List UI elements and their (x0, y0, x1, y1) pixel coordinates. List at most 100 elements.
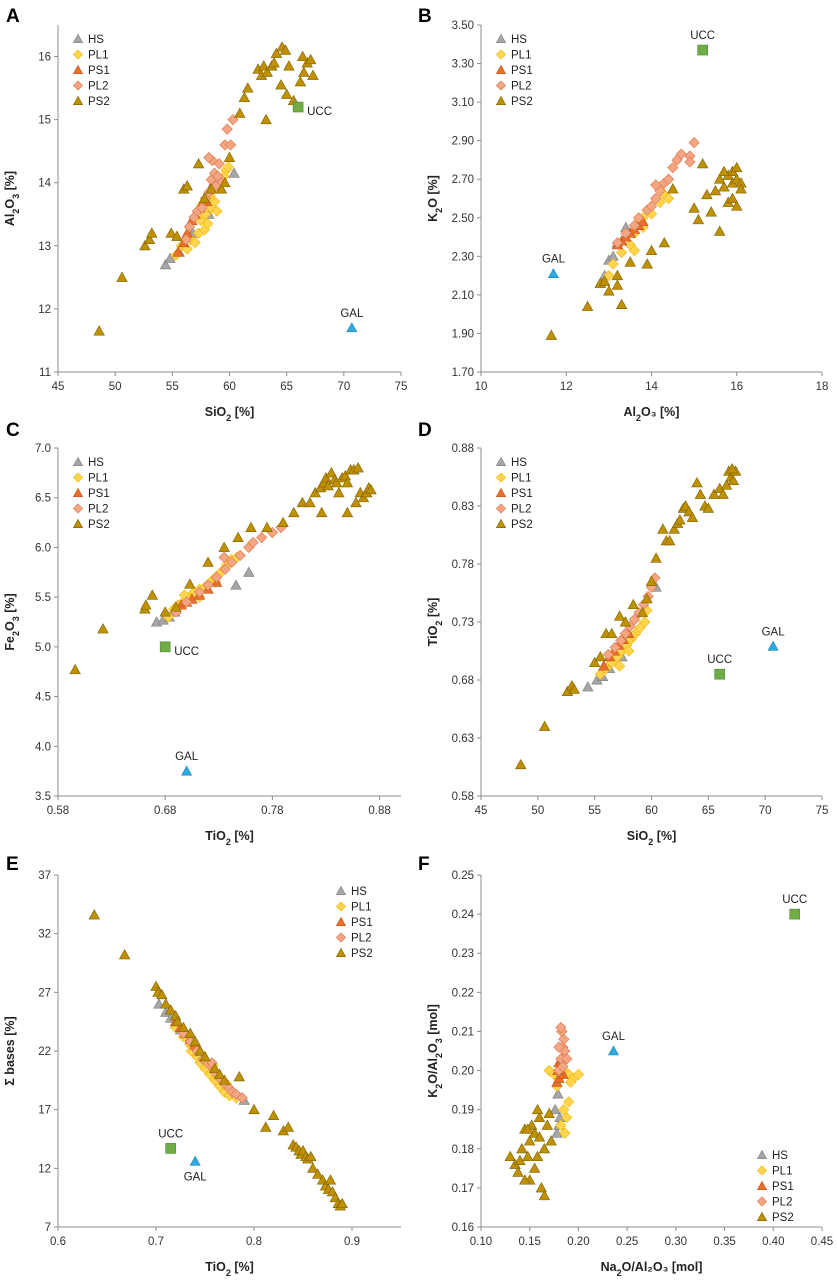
data-point-hs (230, 579, 242, 590)
data-point-ps2 (184, 1027, 197, 1038)
y-tick-label: 2.90 (452, 136, 474, 148)
x-tick-label: 0.45 (811, 1236, 833, 1248)
y-tick-label: 7 (45, 1222, 51, 1234)
legend-marker-hs (72, 33, 84, 43)
legend-marker-pl1 (335, 901, 347, 912)
data-point-ps2 (209, 1062, 221, 1074)
data-point-ps2 (705, 206, 717, 217)
data-point-ps2 (694, 488, 707, 499)
data-point-ps2 (171, 230, 183, 241)
legend-marker-pl2 (495, 503, 507, 514)
data-point-ps2 (598, 275, 611, 286)
data-point-pl2 (218, 551, 230, 563)
y-axis-label: K2O/Al2O3 [mol] (426, 1004, 444, 1098)
data-point-ps2 (709, 184, 722, 196)
data-point-ps2 (261, 66, 273, 77)
data-point-ps2 (708, 488, 720, 499)
data-point-ps2 (118, 948, 131, 960)
data-point-hs (228, 167, 240, 178)
data-point-pl1 (594, 668, 606, 680)
y-tick-label: 0.83 (452, 501, 474, 513)
series-ps2 (93, 41, 319, 336)
data-point-ps2 (538, 1142, 551, 1154)
data-point-ps2 (159, 606, 171, 617)
data-point-ps2 (726, 463, 738, 474)
data-point-ps2 (603, 285, 615, 296)
y-tick-label: 0.88 (452, 443, 474, 455)
data-point-ps2 (69, 663, 81, 675)
data-point-ps2 (504, 1150, 516, 1162)
data-point-hs (549, 1103, 561, 1115)
data-point-pl2 (555, 1021, 567, 1034)
data-point-ps2 (199, 1051, 211, 1062)
data-point-ps2 (171, 1015, 184, 1027)
series-ps2 (88, 909, 348, 1211)
data-point-ps2 (641, 258, 653, 269)
data-point-ps2 (636, 606, 649, 618)
point-label-gal: GAL (184, 1171, 208, 1183)
legend-marker-ps1 (495, 64, 507, 74)
data-point-ps2 (218, 1074, 231, 1085)
data-point-pl2 (180, 233, 192, 246)
x-axis-label: SiO2 [%] (205, 405, 254, 423)
point-label-ucc: UCC (782, 894, 807, 906)
y-tick-label: 32 (38, 929, 51, 941)
x-tick-label: 12 (560, 381, 573, 393)
data-point-ps2 (663, 534, 676, 546)
legend-label-ps2: PS2 (511, 519, 533, 531)
data-point-ps2 (713, 173, 726, 184)
legend-label-pl2: PL2 (88, 81, 108, 93)
data-point-ps2 (218, 541, 230, 552)
data-point-pl2 (628, 219, 641, 232)
x-axis-label: TiO2 [%] (205, 829, 254, 847)
data-point-ps2 (315, 506, 328, 518)
data-point-ps2 (213, 1068, 226, 1079)
data-point-pl1 (563, 1096, 575, 1108)
x-axis-label: Al2O₃ [%] (624, 405, 680, 423)
legend: HS PL1 PS1 PL2 PS2 (335, 885, 373, 960)
legend-label-ps2: PS2 (511, 96, 533, 108)
data-point-pl2 (202, 579, 214, 591)
data-point-ps2 (341, 506, 354, 518)
data-point-gal (767, 640, 779, 651)
x-tick-label: 70 (337, 381, 350, 393)
x-tick-label: 0.58 (47, 805, 69, 817)
data-point-pl2 (620, 227, 632, 239)
y-tick-label: 37 (38, 870, 51, 882)
y-tick-label: 5.5 (35, 592, 51, 604)
y-tick-label: 16 (38, 52, 51, 64)
data-point-ps2 (232, 531, 244, 542)
data-point-pl2 (225, 139, 237, 151)
data-point-ps2 (215, 183, 228, 194)
x-tick-label: 50 (531, 805, 544, 817)
data-point-ps2 (512, 1166, 524, 1177)
x-tick-label: 55 (166, 381, 179, 393)
panel-letter: A (6, 6, 20, 27)
y-tick-label: 0.22 (452, 987, 474, 999)
data-point-pl1 (202, 218, 214, 230)
data-point-ps2 (545, 329, 558, 340)
data-point-hs (582, 681, 594, 692)
x-tick-label: 0.6 (50, 1236, 66, 1248)
point-label-ucc: UCC (158, 1128, 183, 1140)
panel-letter: F (418, 854, 430, 875)
data-point-ps2 (352, 462, 364, 473)
data-point-hs (153, 998, 165, 1009)
series-gal: GAL (602, 1031, 626, 1056)
series-gal: GAL (762, 626, 785, 651)
data-point-ps2 (282, 1121, 295, 1132)
y-tick-label: 0.19 (452, 1105, 474, 1117)
y-tick-label: 11 (39, 367, 51, 379)
data-point-ps2 (533, 1131, 546, 1142)
legend-marker-pl1 (72, 49, 84, 60)
y-tick-label: 0.25 (452, 870, 474, 882)
series-pl2 (602, 572, 661, 661)
legend-label-ps1: PS1 (772, 1181, 794, 1193)
x-tick-label: 0.20 (567, 1236, 589, 1248)
data-point-pl2 (633, 212, 645, 224)
data-point-ps2 (606, 627, 618, 639)
y-tick-label: 15 (38, 115, 51, 127)
data-point-ps2 (619, 616, 632, 627)
data-point-pl1 (614, 660, 626, 672)
point-label-gal: GAL (340, 308, 364, 320)
